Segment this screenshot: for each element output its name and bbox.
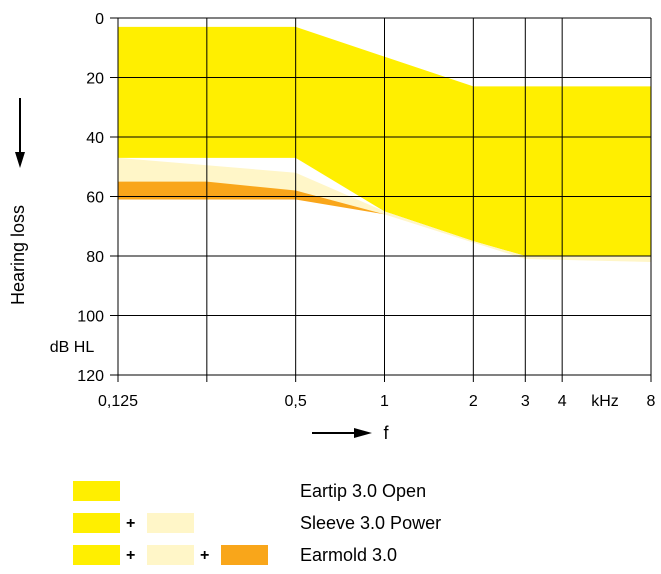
area-sleeve-power bbox=[118, 157, 651, 262]
x-tick-label: 3 bbox=[521, 393, 530, 410]
legend-swatch-earmold-cream bbox=[147, 545, 194, 565]
legend-label-eartip: Eartip 3.0 Open bbox=[300, 481, 427, 501]
y-axis-arrow bbox=[15, 98, 25, 168]
legend-label-sleeve: Sleeve 3.0 Power bbox=[300, 513, 442, 533]
y-tick-label: 40 bbox=[86, 130, 104, 147]
y-tick-label: 60 bbox=[86, 190, 104, 207]
y-tick-labels: 0 20 40 60 80 100 120 bbox=[77, 11, 104, 385]
legend-swatch-eartip bbox=[73, 481, 120, 501]
x-axis-title: f bbox=[383, 423, 389, 440]
y-axis-title: Hearing loss bbox=[8, 205, 28, 305]
y-tick-label: 80 bbox=[86, 249, 104, 266]
x-axis-arrow bbox=[312, 428, 372, 438]
x-unit-label: kHz bbox=[591, 393, 619, 410]
y-tick-label: 20 bbox=[86, 71, 104, 88]
x-tick-label: 2 bbox=[469, 393, 478, 410]
x-tick-label: 4 bbox=[558, 393, 567, 410]
y-tick-label: 120 bbox=[77, 368, 104, 385]
legend-plus-sign: + bbox=[200, 547, 210, 564]
legend-swatch-earmold-yellow bbox=[73, 545, 120, 565]
legend-swatch-earmold-orange bbox=[221, 545, 268, 565]
legend-swatch-sleeve-yellow bbox=[73, 513, 120, 533]
x-tick-label: 1 bbox=[380, 393, 389, 410]
legend-plus-sign: + bbox=[126, 515, 136, 532]
legend-label-earmold: Earmold 3.0 bbox=[300, 545, 398, 565]
area-earmold bbox=[118, 181, 385, 215]
x-tick-label: 0,5 bbox=[285, 393, 307, 410]
y-tick-label: 100 bbox=[77, 309, 104, 326]
y-unit-label: dB HL bbox=[50, 339, 95, 356]
legend-swatch-sleeve-cream bbox=[147, 513, 194, 533]
legend-plus-sign: + bbox=[126, 547, 136, 564]
x-tick-label: 8 bbox=[647, 393, 656, 410]
grid-lines bbox=[110, 17, 652, 382]
x-tick-labels: 0,125 0,5 1 2 3 4 8 bbox=[98, 393, 656, 410]
x-tick-label: 0,125 bbox=[98, 393, 138, 410]
y-tick-label: 0 bbox=[95, 11, 104, 28]
